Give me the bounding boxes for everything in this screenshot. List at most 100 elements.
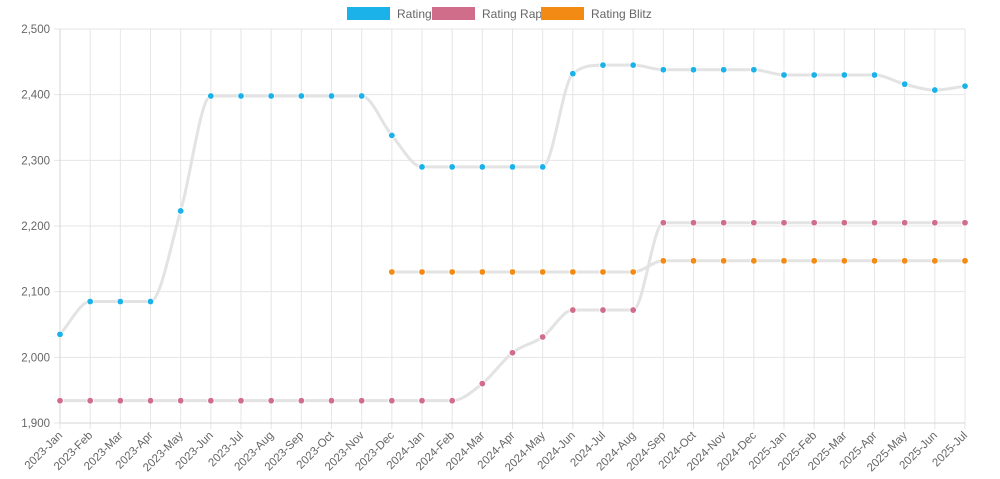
rating-point[interactable] — [840, 71, 849, 79]
rating-point[interactable] — [569, 69, 577, 78]
rating-rapid-point[interactable] — [659, 219, 668, 227]
rating-rapid-point[interactable] — [629, 306, 637, 314]
rating-blitz-point[interactable] — [931, 257, 939, 265]
rating-point[interactable] — [237, 92, 245, 100]
rating-rapid-point[interactable] — [207, 396, 215, 405]
rating-point[interactable] — [719, 66, 728, 74]
rating-point[interactable] — [297, 92, 306, 100]
rating-rapid-point[interactable] — [689, 219, 698, 227]
rating-rapid-point[interactable] — [176, 396, 185, 405]
rating-rapid-point[interactable] — [719, 219, 728, 227]
y-tick-label: 2,000 — [21, 352, 50, 364]
rating-point[interactable] — [961, 82, 969, 90]
rating-blitz-point[interactable] — [569, 268, 577, 276]
rating-point[interactable] — [900, 80, 909, 88]
y-tick-label: 2,500 — [21, 24, 50, 36]
rating-blitz-point[interactable] — [538, 268, 547, 276]
legend-label-rating[interactable]: Rating — [397, 7, 432, 21]
legend-label-rating-blitz[interactable]: Rating Blitz — [591, 7, 652, 21]
rating-point[interactable] — [146, 297, 155, 306]
series-points — [56, 61, 969, 405]
rating-blitz-point[interactable] — [689, 257, 698, 265]
rating-blitz-point[interactable] — [448, 268, 456, 276]
rating-blitz-point[interactable] — [961, 257, 969, 265]
rating-rapid-point[interactable] — [297, 396, 306, 405]
rating-rapid-point[interactable] — [569, 306, 577, 314]
y-tick-label: 1,900 — [21, 418, 50, 430]
rating-point[interactable] — [267, 92, 275, 100]
rating-blitz-point[interactable] — [629, 268, 637, 276]
rating-rapid-point[interactable] — [56, 396, 64, 405]
x-axis-ticks: 2023-Jan2023-Feb2023-Mar2023-Apr2023-May… — [23, 429, 970, 474]
rating-point[interactable] — [538, 163, 547, 171]
y-tick-label: 2,400 — [21, 90, 50, 102]
rating-blitz-point[interactable] — [840, 257, 849, 265]
rating-rapid-point[interactable] — [448, 396, 456, 405]
rating-point[interactable] — [870, 71, 879, 79]
rating-blitz-point[interactable] — [659, 257, 668, 265]
rating-point[interactable] — [689, 66, 698, 74]
rating-point[interactable] — [56, 330, 64, 339]
legend-swatch-rating[interactable] — [347, 7, 390, 20]
rating-rapid-point[interactable] — [357, 396, 366, 405]
rating-rapid-point[interactable] — [810, 219, 818, 227]
rating-blitz-point[interactable] — [508, 268, 517, 276]
legend-swatch-rating-blitz[interactable] — [541, 7, 584, 20]
rating-point[interactable] — [448, 163, 456, 171]
rating-rapid-point[interactable] — [599, 306, 607, 314]
rating-blitz-point[interactable] — [780, 257, 788, 265]
rating-point[interactable] — [357, 92, 366, 100]
rating-rapid-point[interactable] — [116, 396, 125, 405]
rating-point[interactable] — [116, 297, 125, 306]
rating-blitz-line — [390, 259, 967, 274]
rating-blitz-point[interactable] — [719, 257, 728, 265]
rating-point[interactable] — [931, 86, 939, 94]
rating-rapid-point[interactable] — [508, 349, 517, 357]
rating-point[interactable] — [599, 61, 607, 69]
rating-rapid-point[interactable] — [900, 219, 909, 227]
rating-blitz-point[interactable] — [478, 268, 487, 276]
rating-point[interactable] — [629, 61, 637, 69]
y-tick-label: 2,300 — [21, 155, 50, 167]
rating-rapid-point[interactable] — [870, 219, 879, 227]
rating-rapid-point[interactable] — [750, 219, 758, 227]
rating-point[interactable] — [418, 163, 426, 171]
rating-rapid-point[interactable] — [780, 219, 788, 227]
legend-label-rating-rapid[interactable]: Rating Rapid — [482, 7, 551, 21]
rating-point[interactable] — [176, 207, 185, 215]
rating-point[interactable] — [750, 66, 758, 74]
rating-rapid-point[interactable] — [267, 396, 275, 405]
rating-rapid-point[interactable] — [538, 333, 547, 341]
rating-blitz-point[interactable] — [750, 257, 758, 265]
rating-rapid-point[interactable] — [237, 396, 245, 405]
legend: Rating Rating Rapid Rating Blitz — [347, 7, 652, 21]
rating-blitz-point[interactable] — [418, 268, 426, 276]
rating-point[interactable] — [780, 71, 788, 79]
rating-blitz-point[interactable] — [810, 257, 818, 265]
rating-rapid-point[interactable] — [961, 219, 969, 227]
rating-point[interactable] — [508, 163, 517, 171]
rating-point[interactable] — [207, 92, 215, 100]
y-tick-label: 2,100 — [21, 287, 50, 299]
legend-swatch-rating-rapid[interactable] — [432, 7, 475, 20]
rating-rapid-point[interactable] — [327, 396, 336, 405]
rating-rapid-point[interactable] — [388, 396, 396, 405]
rating-rapid-point[interactable] — [931, 219, 939, 227]
rating-rapid-point[interactable] — [146, 396, 155, 405]
grid-layer — [54, 28, 966, 429]
rating-point[interactable] — [86, 297, 94, 306]
rating-point[interactable] — [327, 92, 336, 100]
rating-rapid-point[interactable] — [478, 379, 487, 388]
rating-rapid-point[interactable] — [86, 396, 94, 405]
rating-point[interactable] — [810, 71, 818, 79]
rating-blitz-point[interactable] — [599, 268, 607, 276]
rating-point[interactable] — [388, 131, 396, 140]
rating-rapid-point[interactable] — [418, 396, 426, 405]
rating-blitz-point[interactable] — [870, 257, 879, 265]
rating-rapid-point[interactable] — [840, 219, 849, 227]
rating-blitz-point[interactable] — [388, 268, 396, 276]
rating-blitz-point[interactable] — [900, 257, 909, 265]
rating-point[interactable] — [478, 163, 487, 171]
rating-point[interactable] — [659, 66, 668, 74]
